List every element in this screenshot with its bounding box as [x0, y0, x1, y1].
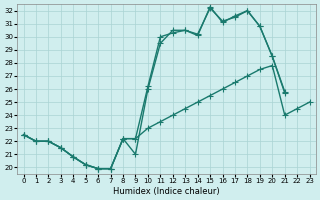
X-axis label: Humidex (Indice chaleur): Humidex (Indice chaleur) — [113, 187, 220, 196]
